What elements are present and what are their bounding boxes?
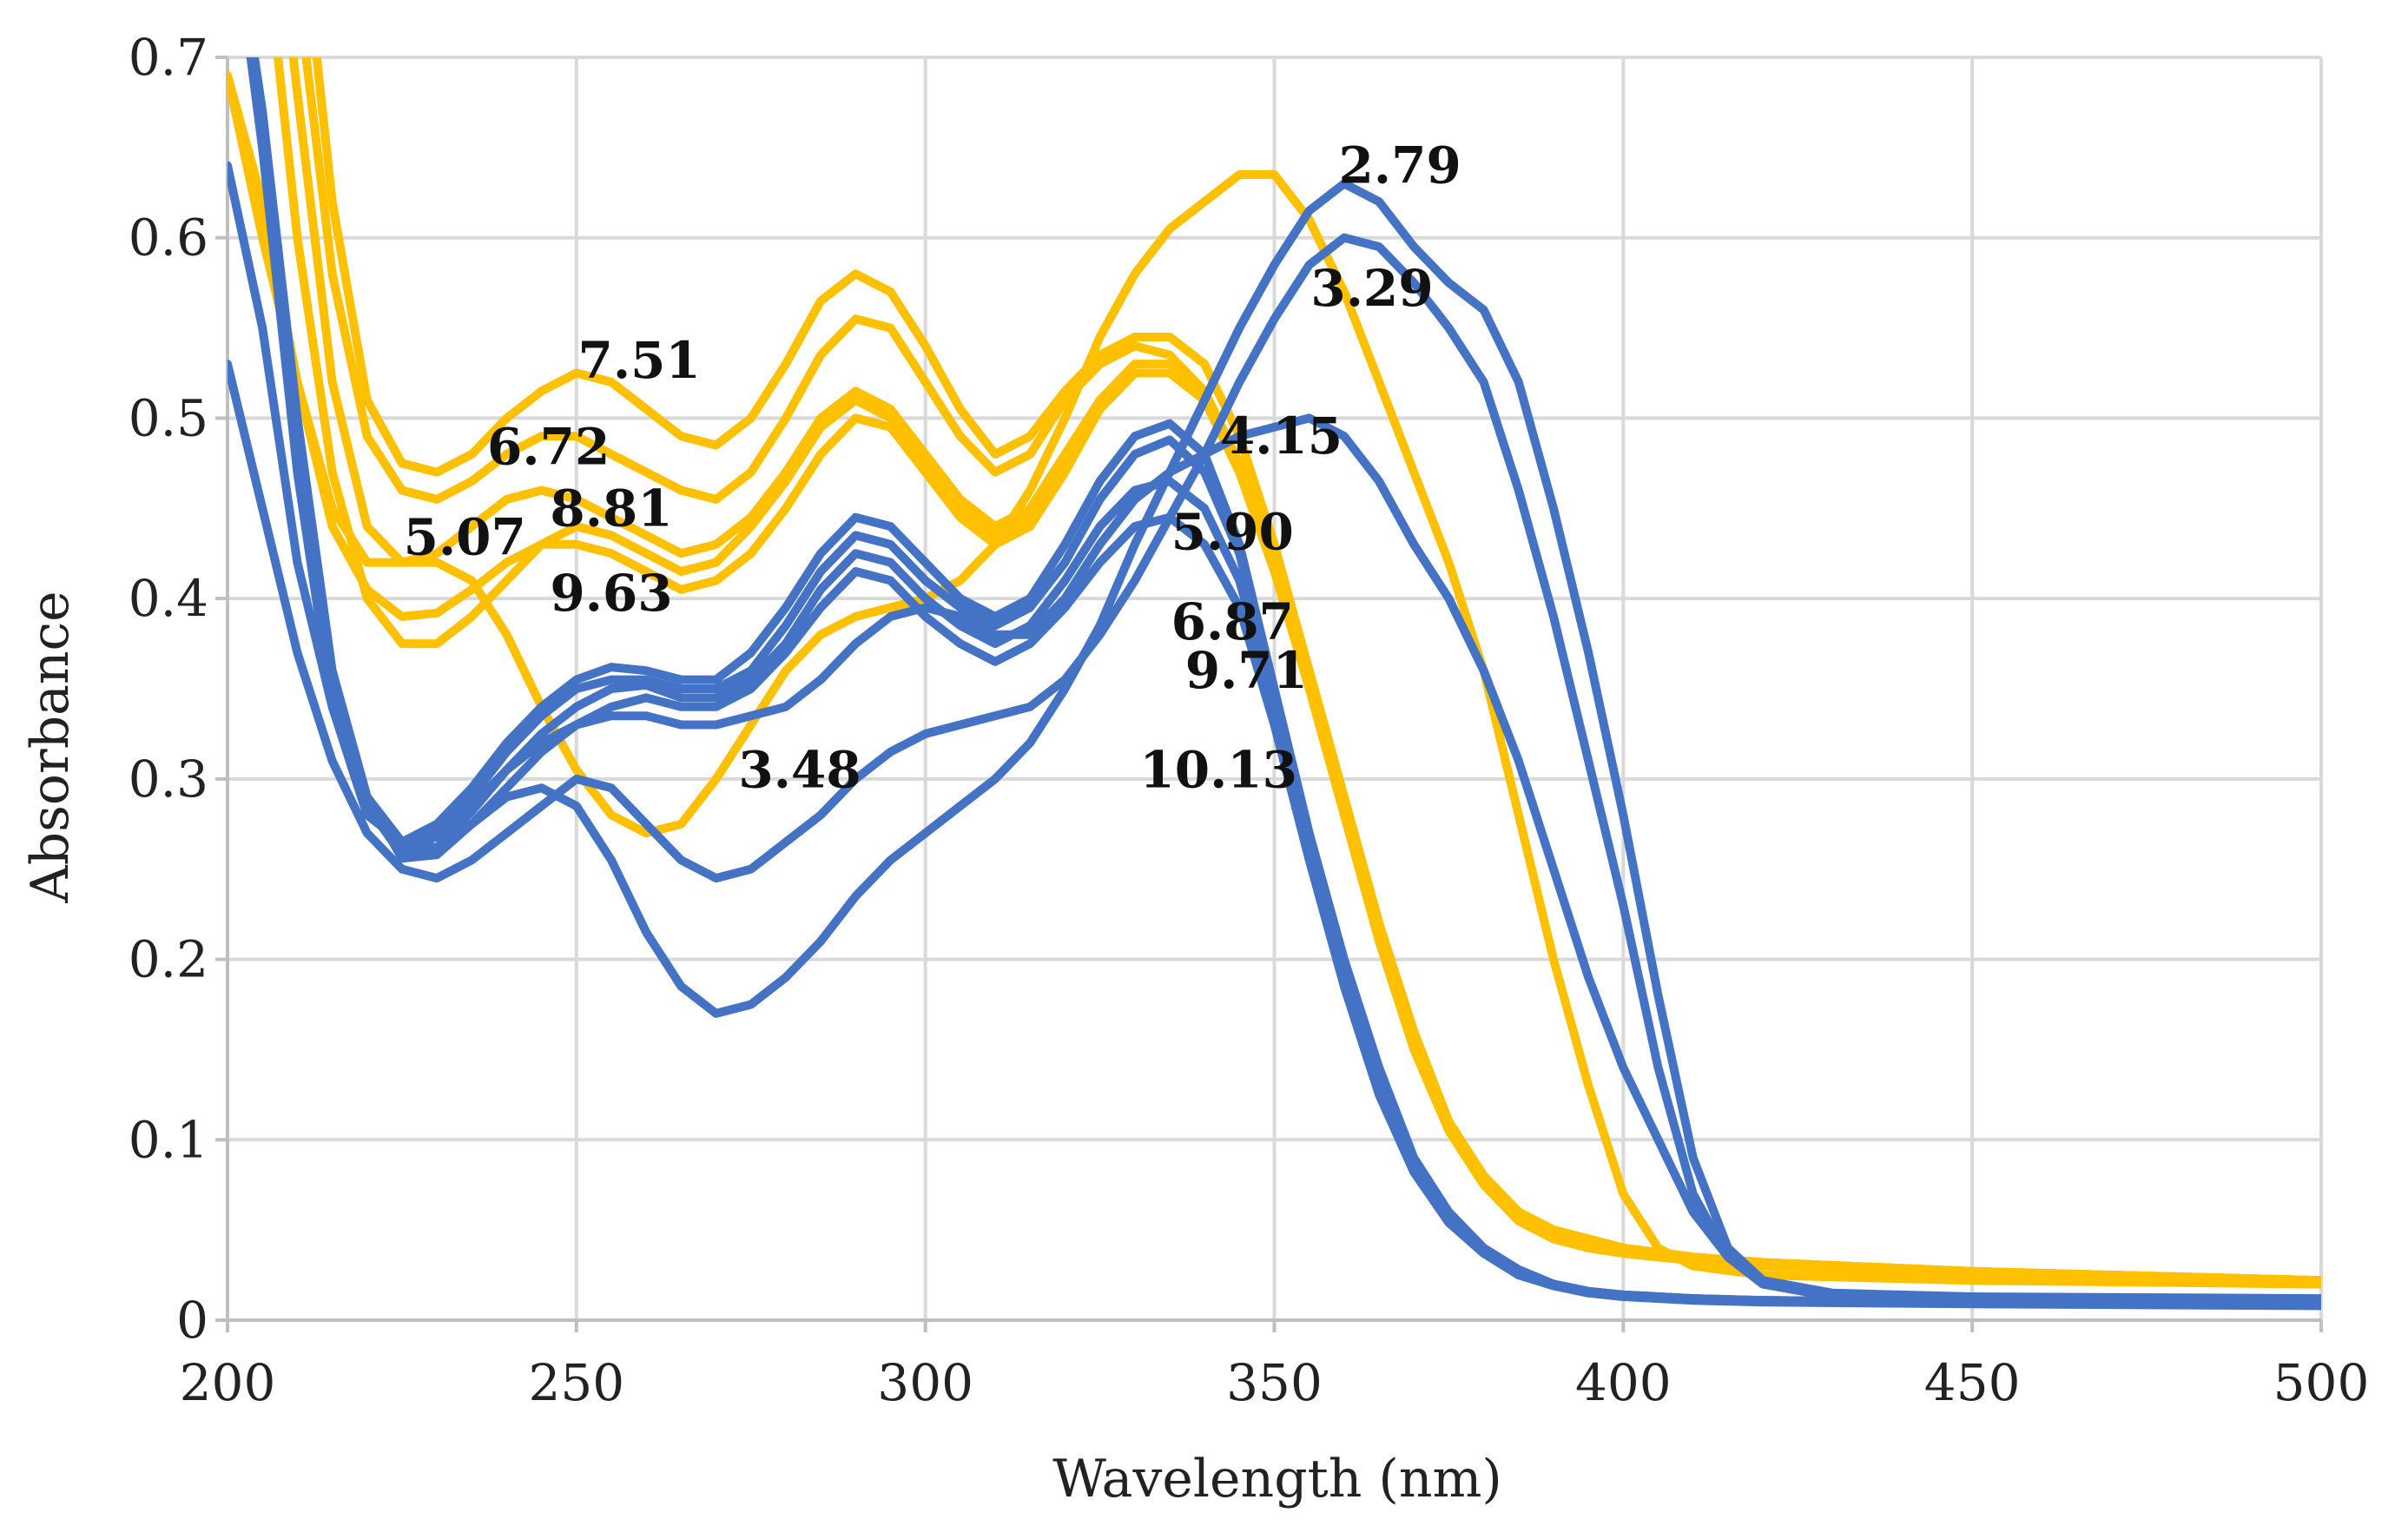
x-axis-title: Wavelength (nm) — [1052, 1449, 1502, 1509]
y-tick-label: 0.3 — [129, 750, 208, 809]
ph-annotation: 2.79 — [1339, 136, 1461, 195]
ph-annotation: 8.81 — [550, 479, 672, 538]
y-tick-label: 0.7 — [129, 28, 208, 87]
y-tick-label: 0 — [176, 1291, 208, 1350]
series-line-ph-2.79 — [228, 161, 2321, 1304]
tick-labels: 0 0.1 0.2 0.3 0.4 0.5 0.6 0.7 200 250 300 350 400 450… — [129, 28, 2370, 1412]
ph-annotation: 9.63 — [550, 564, 672, 623]
y-tick-label: 0.2 — [129, 930, 208, 989]
series-line-ph-3.29 — [228, 233, 2321, 1305]
ph-annotation: 6.72 — [487, 418, 610, 477]
series-line-ph-3.48 — [228, 70, 2321, 1289]
ph-annotation: 7.51 — [578, 331, 701, 390]
ph-annotation: 10.13 — [1139, 740, 1297, 799]
x-tick-label: 450 — [1924, 1353, 2021, 1412]
ph-annotation: 3.29 — [1310, 259, 1433, 318]
axes — [215, 56, 2323, 1332]
x-tick-label: 500 — [2273, 1353, 2370, 1412]
y-tick-label: 0.6 — [129, 208, 208, 268]
ph-annotation: 5.07 — [404, 508, 526, 567]
ph-annotation: 5.90 — [1171, 502, 1294, 561]
series-line-ph-8.81 — [288, 57, 2321, 1285]
ph-annotation: 6.87 — [1171, 592, 1294, 651]
x-tick-label: 350 — [1226, 1353, 1323, 1412]
x-tick-label: 200 — [180, 1353, 276, 1412]
x-tick-label: 400 — [1575, 1353, 1672, 1412]
x-tick-label: 300 — [877, 1353, 973, 1412]
series-line-ph-10.13 — [249, 57, 2321, 1311]
ph-annotation: 4.15 — [1220, 406, 1343, 466]
ph-labels: 7.51 6.72 5.07 8.81 9.63 3.48 2.79 3.29 4.15 5.90… — [404, 136, 1461, 800]
y-axis-title: Absorbance — [20, 591, 81, 903]
series-lines — [228, 57, 2321, 1311]
y-tick-label: 0.1 — [129, 1110, 208, 1169]
x-tick-label: 250 — [528, 1353, 624, 1412]
ph-annotation: 9.71 — [1185, 641, 1308, 700]
y-tick-label: 0.4 — [129, 569, 208, 628]
y-tick-label: 0.5 — [129, 388, 208, 447]
ph-annotation: 3.48 — [738, 740, 861, 799]
